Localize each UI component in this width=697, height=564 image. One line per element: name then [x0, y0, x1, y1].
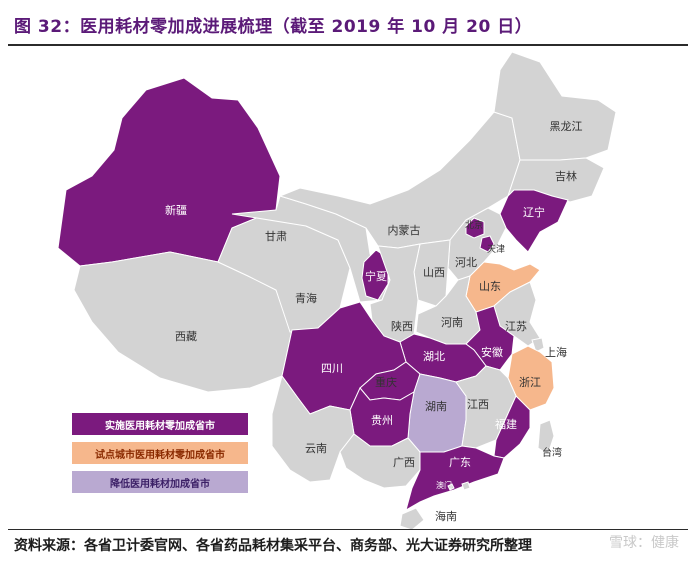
- label-jiangxi: 江西: [467, 398, 489, 411]
- region-hebei: [447, 207, 507, 281]
- label-gansu: 甘肃: [265, 230, 287, 243]
- legend-implemented: 实施医用耗材零加成省市: [72, 413, 248, 435]
- label-guangxi: 广西: [393, 456, 415, 469]
- label-zhejiang: 浙江: [519, 376, 541, 389]
- region-shanghai: [531, 337, 545, 353]
- label-hunan: 湖南: [425, 400, 447, 413]
- label-sichuan: 四川: [321, 362, 343, 375]
- region-liaoning: [499, 189, 569, 253]
- source-note: 资料来源：各省卫计委官网、各省药品耗材集采平台、商务部、光大证券研究所整理: [14, 538, 532, 554]
- label-shanghai: 上海: [545, 345, 567, 359]
- region-tianjin: [479, 235, 495, 253]
- region-beijing: [465, 217, 485, 239]
- label-chongqing: 重庆: [375, 375, 397, 389]
- label-shanxi: 山西: [423, 266, 445, 279]
- figure-title: 图 32：医用耗材零加成进展梳理（截至 2019 年 10 月 20 日）: [14, 17, 533, 37]
- watermark: 雪球：健康: [609, 535, 679, 551]
- region-guangdong: [405, 445, 505, 512]
- label-hongkong: 香港: [474, 480, 490, 490]
- legend-pilot: 试点城市医用耗材零加成省市: [72, 442, 248, 464]
- label-anhui: 安徽: [481, 345, 503, 359]
- region-hunan: [407, 373, 467, 453]
- label-beijing: 北京: [465, 219, 483, 231]
- label-ningxia: 宁夏: [365, 269, 387, 283]
- label-fujian: 福建: [495, 417, 517, 431]
- label-shaanxi: 陕西: [391, 319, 413, 333]
- region-ningxia: [361, 249, 389, 301]
- label-inner-mongolia: 内蒙古: [388, 223, 421, 237]
- legend-reduced: 降低医用耗材加成省市: [72, 471, 248, 493]
- label-hubei: 湖北: [423, 350, 445, 363]
- region-hainan: [399, 507, 425, 531]
- label-jilin: 吉林: [555, 169, 577, 183]
- label-taiwan: 台湾: [542, 446, 562, 459]
- label-tibet: 西藏: [175, 330, 197, 343]
- source-divider: [8, 529, 688, 530]
- label-liaoning: 辽宁: [523, 205, 545, 219]
- label-xinjiang: 新疆: [165, 203, 187, 217]
- label-yunnan: 云南: [305, 442, 327, 455]
- region-guangxi: [339, 433, 421, 489]
- label-qinghai: 青海: [295, 291, 317, 305]
- region-taiwan: [537, 419, 555, 455]
- label-hainan: 海南: [435, 509, 457, 523]
- label-jiangsu: 江苏: [505, 320, 527, 333]
- region-hongkong: [461, 481, 471, 491]
- title-divider: [8, 44, 688, 46]
- label-henan: 河南: [441, 316, 463, 329]
- label-guangdong: 广东: [449, 456, 471, 469]
- label-heilongjiang: 黑龙江: [550, 120, 583, 133]
- region-macau: [447, 483, 455, 491]
- label-macau: 澳门: [436, 480, 452, 490]
- label-guizhou: 贵州: [371, 414, 393, 427]
- label-shandong: 山东: [479, 280, 501, 293]
- label-hebei: 河北: [455, 256, 477, 269]
- label-tianjin: 天津: [487, 244, 505, 255]
